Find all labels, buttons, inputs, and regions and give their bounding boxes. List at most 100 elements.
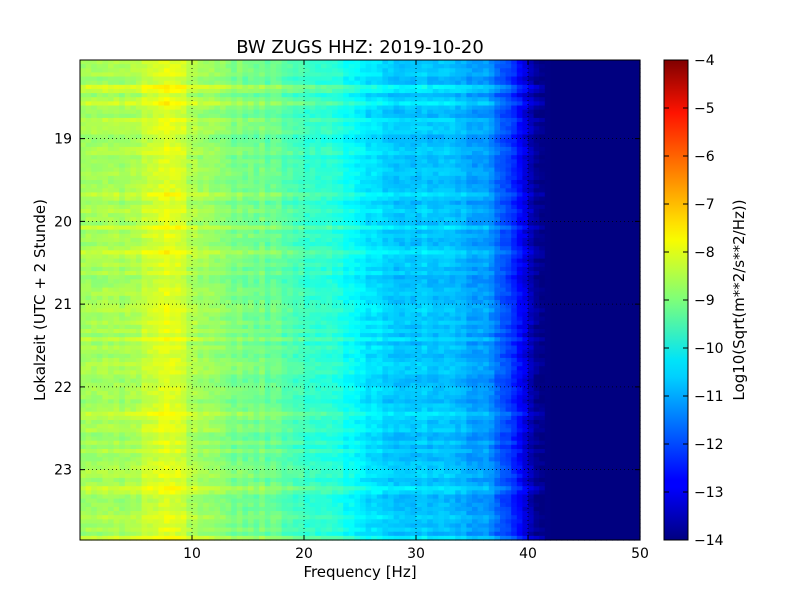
heatmap-cell	[225, 180, 232, 185]
heatmap-cell	[550, 237, 557, 243]
heatmap-cell	[208, 200, 215, 206]
heatmap-cell	[130, 101, 137, 107]
heatmap-cell	[376, 262, 383, 268]
heatmap-cell	[214, 88, 221, 94]
heatmap-cell	[371, 192, 378, 198]
heatmap-cell	[242, 122, 249, 127]
heatmap-cell	[119, 101, 126, 107]
heatmap-cell	[253, 117, 260, 123]
heatmap-cell	[511, 204, 518, 210]
heatmap-cell	[427, 184, 434, 189]
heatmap-cell	[192, 84, 199, 90]
heatmap-cell	[259, 196, 266, 202]
heatmap-cell	[455, 233, 462, 239]
heatmap-cell	[130, 117, 137, 123]
heatmap-cell	[91, 117, 98, 123]
heatmap-cell	[298, 204, 305, 210]
heatmap-cell	[472, 155, 479, 160]
heatmap-cell	[399, 200, 406, 206]
heatmap-cell	[550, 254, 557, 260]
heatmap-cell	[410, 254, 417, 260]
heatmap-cell	[483, 167, 490, 173]
heatmap-cell	[595, 93, 602, 98]
heatmap-cell	[376, 196, 383, 202]
heatmap-cell	[494, 146, 501, 152]
heatmap-cell	[292, 188, 299, 194]
heatmap-cell	[298, 217, 305, 222]
heatmap-cell	[270, 72, 277, 78]
heatmap-cell	[259, 146, 266, 152]
heatmap-cell	[287, 105, 294, 111]
heatmap-cell	[309, 171, 316, 177]
heatmap-cell	[483, 246, 490, 251]
heatmap-cell	[606, 105, 613, 111]
heatmap-cell	[96, 113, 103, 119]
heatmap-cell	[572, 93, 579, 98]
heatmap-cell	[337, 142, 344, 148]
heatmap-cell	[304, 188, 311, 194]
heatmap-cell	[298, 122, 305, 127]
heatmap-cell	[136, 101, 143, 107]
heatmap-cell	[455, 262, 462, 268]
heatmap-cell	[516, 72, 523, 78]
heatmap-cell	[309, 221, 316, 227]
heatmap-cell	[180, 237, 187, 243]
heatmap-cell	[348, 105, 355, 111]
heatmap-cell	[567, 93, 574, 98]
heatmap-cell	[539, 151, 546, 156]
heatmap-cell	[444, 122, 451, 127]
heatmap-cell	[382, 242, 389, 247]
heatmap-cell	[225, 237, 232, 243]
heatmap-cell	[455, 229, 462, 235]
heatmap-cell	[634, 254, 641, 260]
heatmap-cell	[108, 258, 115, 264]
heatmap-cell	[152, 233, 159, 239]
heatmap-cell	[455, 151, 462, 156]
heatmap-cell	[421, 68, 428, 74]
heatmap-cell	[494, 97, 501, 102]
heatmap-cell	[119, 109, 126, 115]
heatmap-cell	[136, 175, 143, 181]
heatmap-cell	[600, 188, 607, 194]
heatmap-cell	[360, 254, 367, 260]
heatmap-cell	[85, 64, 92, 69]
heatmap-cell	[399, 246, 406, 251]
heatmap-cell	[248, 213, 255, 218]
heatmap-cell	[416, 109, 423, 115]
heatmap-cell	[617, 250, 624, 256]
heatmap-cell	[578, 109, 585, 115]
heatmap-cell	[231, 159, 238, 165]
heatmap-cell	[141, 250, 148, 256]
heatmap-cell	[304, 113, 311, 119]
heatmap-cell	[544, 155, 551, 160]
heatmap-cell	[147, 237, 154, 243]
heatmap-cell	[404, 254, 411, 260]
heatmap-cell	[309, 138, 316, 144]
heatmap-cell	[494, 258, 501, 264]
heatmap-cell	[623, 217, 630, 222]
heatmap-cell	[634, 163, 641, 169]
heatmap-cell	[343, 126, 350, 131]
heatmap-cell	[584, 134, 591, 140]
heatmap-cell	[416, 237, 423, 243]
heatmap-cell	[141, 229, 148, 235]
heatmap-cell	[472, 184, 479, 189]
heatmap-cell	[225, 68, 232, 74]
heatmap-cell	[404, 105, 411, 111]
heatmap-cell	[600, 76, 607, 82]
heatmap-cell	[544, 213, 551, 218]
heatmap-cell	[427, 180, 434, 185]
heatmap-cell	[304, 175, 311, 181]
heatmap-cell	[186, 225, 193, 231]
heatmap-cell	[119, 200, 126, 206]
heatmap-cell	[315, 171, 322, 177]
heatmap-cell	[180, 175, 187, 181]
heatmap-cell	[427, 221, 434, 227]
heatmap-cell	[634, 175, 641, 181]
heatmap-cell	[360, 101, 367, 107]
heatmap-cell	[287, 138, 294, 144]
heatmap-cell	[304, 76, 311, 82]
heatmap-cell	[147, 105, 154, 111]
heatmap-cell	[427, 130, 434, 136]
heatmap-cell	[388, 155, 395, 160]
